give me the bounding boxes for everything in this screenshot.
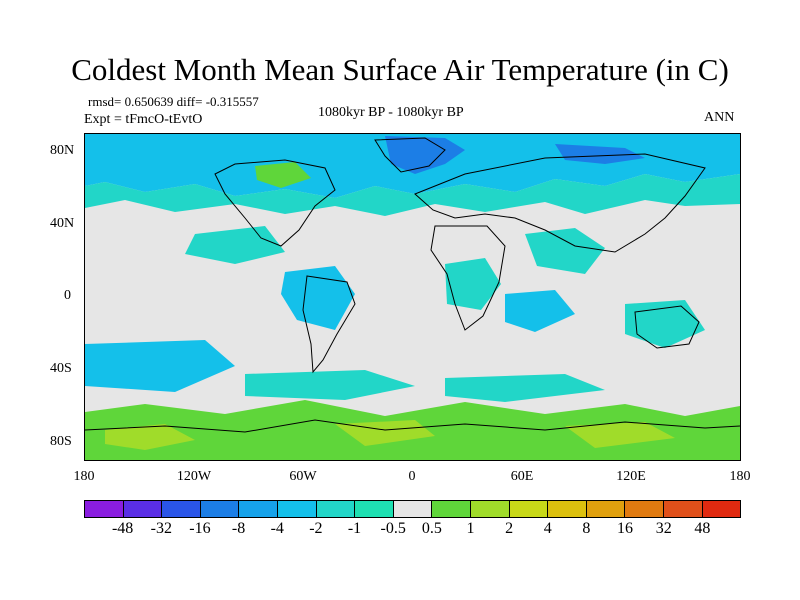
colorbar-label: -2 bbox=[309, 520, 323, 537]
colorbar-label: 8 bbox=[582, 520, 591, 537]
southern-ocean-cyan bbox=[245, 370, 605, 402]
arctic-teal-band bbox=[85, 174, 740, 216]
colorbar-label: -1 bbox=[347, 520, 362, 537]
colorbar-box bbox=[85, 501, 124, 517]
colorbar-box bbox=[162, 501, 201, 517]
colorbar-box bbox=[702, 501, 741, 517]
lon-tick-label: 120E bbox=[616, 469, 646, 484]
colorbar-label: 1 bbox=[466, 520, 475, 537]
colorbar-box bbox=[123, 501, 163, 517]
experiment-label: Expt = tFmcO-tEvtO bbox=[84, 112, 203, 127]
africa-cyan bbox=[445, 258, 501, 310]
colorbar-box bbox=[355, 501, 394, 517]
lon-tick-label: 0 bbox=[408, 469, 416, 484]
colorbar-label: -8 bbox=[231, 520, 246, 537]
colorbar-label: 4 bbox=[543, 520, 552, 537]
period-label: 1080kyr BP - 1080kyr BP bbox=[318, 105, 464, 120]
colorbar-box bbox=[200, 501, 240, 517]
north-pacific-cyan bbox=[185, 226, 285, 264]
colorbar-label: -4 bbox=[270, 520, 284, 537]
colorbar-label: 0.5 bbox=[421, 520, 442, 537]
colorbar-label: 48 bbox=[694, 520, 711, 537]
lon-tick-label: 60W bbox=[289, 469, 317, 484]
siberia-blue bbox=[555, 144, 645, 164]
lat-tick-label: 80N bbox=[50, 143, 75, 158]
colorbar bbox=[84, 500, 741, 518]
indian-ocean-cyan bbox=[505, 290, 575, 332]
colorbar-box bbox=[393, 501, 433, 517]
coastlines bbox=[85, 137, 740, 433]
colorbar-box bbox=[663, 501, 703, 517]
greenland-blue bbox=[385, 136, 465, 174]
anomaly-fields bbox=[85, 134, 740, 460]
asia-cyan bbox=[525, 228, 605, 274]
colorbar-box bbox=[470, 501, 510, 517]
colorbar-box bbox=[509, 501, 549, 517]
colorbar-label: -0.5 bbox=[380, 520, 406, 537]
colorbar-box bbox=[586, 501, 626, 517]
antarctica-coast bbox=[85, 419, 740, 433]
eurasia-coast bbox=[414, 153, 706, 253]
colorbar-label: -32 bbox=[150, 520, 172, 537]
australia-cyan bbox=[625, 300, 705, 348]
colorbar-label: 16 bbox=[617, 520, 634, 537]
colorbar-label: -48 bbox=[111, 520, 134, 537]
south-america-coast bbox=[302, 275, 356, 374]
stats-text: rmsd= 0.650639 diff= -0.315557 bbox=[88, 94, 259, 109]
north-atlantic-green bbox=[255, 162, 311, 188]
north-america-coast bbox=[214, 159, 336, 247]
lat-tick-label: 40S bbox=[50, 361, 72, 376]
temperature-anomaly-map bbox=[85, 134, 740, 460]
season-label: ANN bbox=[704, 110, 735, 125]
colorbar-box bbox=[548, 501, 587, 517]
antarctic-lime-patches bbox=[105, 420, 675, 450]
colorbar-box bbox=[239, 501, 278, 517]
lon-tick-label: 120W bbox=[176, 469, 212, 484]
lon-tick-label: 180 bbox=[73, 469, 95, 484]
greenland-coast bbox=[374, 137, 446, 173]
colorbar-box bbox=[316, 501, 356, 517]
chart-title: Coldest Month Mean Surface Air Temperatu… bbox=[71, 52, 729, 87]
colorbar-label: 2 bbox=[505, 520, 514, 537]
lon-tick-label: 180 bbox=[729, 469, 751, 484]
lon-tick-label: 60E bbox=[510, 469, 534, 484]
south-pacific-cyan bbox=[85, 340, 235, 392]
lat-tick-label: 0 bbox=[64, 288, 71, 303]
colorbar-box bbox=[277, 501, 317, 517]
colorbar-label: 32 bbox=[655, 520, 672, 537]
colorbar-box bbox=[625, 501, 664, 517]
south-america-cyan bbox=[281, 266, 355, 330]
colorbar-label: -16 bbox=[189, 520, 211, 537]
colorbar-box bbox=[432, 501, 471, 517]
lat-tick-label: 80S bbox=[50, 434, 72, 449]
lat-tick-label: 40N bbox=[50, 216, 75, 231]
australia-coast bbox=[634, 305, 700, 349]
africa-coast bbox=[430, 225, 506, 331]
map-panel bbox=[84, 133, 741, 461]
